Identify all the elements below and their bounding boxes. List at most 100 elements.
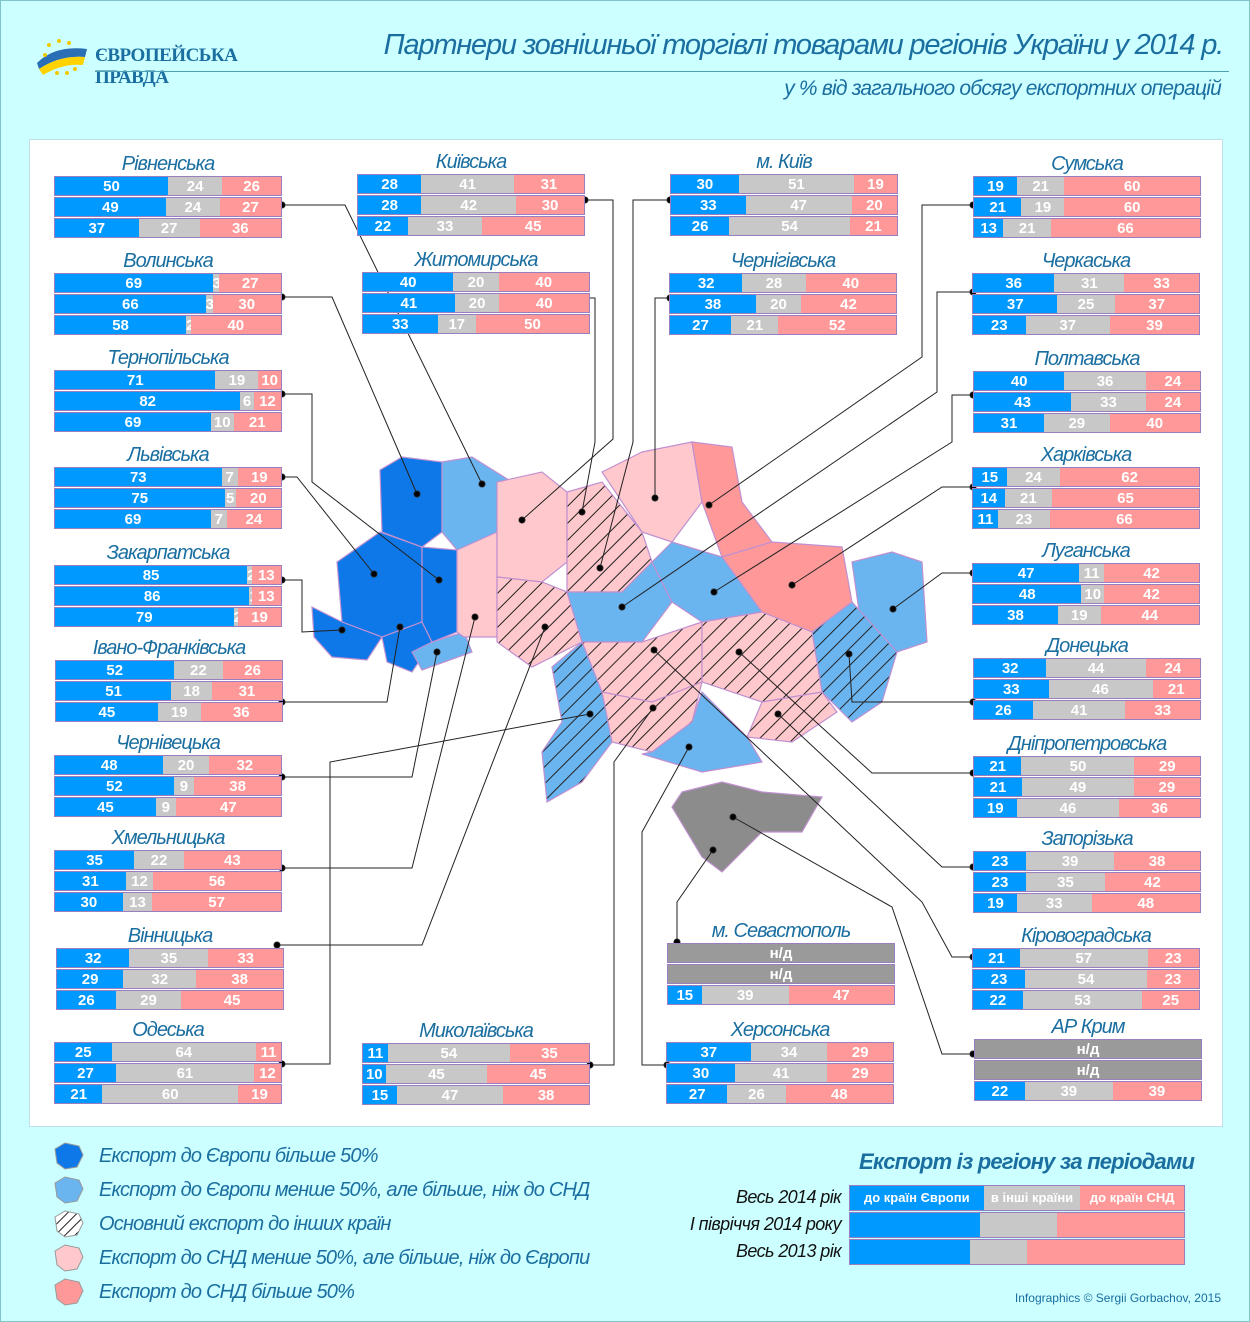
region-block: Херсонська 37 34 29 30 41 29 27 26 48 [666,1018,894,1105]
segment-europe: 26 [57,991,116,1009]
light-blue-region-icon [54,1176,84,1204]
segment-europe: 19 [974,894,1017,912]
segment-other: 19 [1058,606,1101,624]
segment-other: 33 [407,217,483,235]
segment-other: 39 [701,986,789,1004]
segment-europe: 22 [975,1082,1025,1100]
bar-row-2013: 69 7 24 [54,509,282,529]
segment-other: 54 [387,1044,510,1062]
leader-dot [518,516,526,524]
bar-row-h1-2014: 38 20 42 [669,294,897,314]
segment-other: 12 [125,872,154,890]
leader-line [654,297,670,498]
segment-other: 20 [163,756,209,774]
bar-row-h1-2014: 51 18 31 [55,681,283,701]
segment-other: 50 [1021,757,1135,775]
bar-row-h1-2014: 75 5 20 [54,488,282,508]
segment-cis: 21 [233,413,281,431]
dark-blue-region-icon [54,1142,84,1170]
segment-cis: 42 [1104,564,1199,582]
segment-cis: 35 [509,1044,589,1062]
bar-row-h1-2014: 37 25 37 [972,294,1200,314]
leader-dot [435,576,443,584]
region-name: АР Крим [1051,1016,1126,1038]
region-name: Волинська [123,250,214,272]
periods-key-bar [849,1212,1185,1238]
bar-row-2013: 15 39 47 [667,985,895,1005]
segment-europe: 19 [974,177,1017,195]
legend-label: Експорт до Європи більше 50% [99,1144,378,1167]
segment-europe: 14 [973,489,1005,507]
segment-other: 35 [129,949,209,967]
region-name: Луганська [1042,540,1131,562]
region-block: Хмельницька 35 22 43 31 12 56 30 13 57 [54,826,282,913]
segment-cis: 52 [778,316,896,334]
bar-row-h1-2014: 23 35 42 [973,872,1201,892]
segment-cis: 38 [1114,852,1200,870]
region-block: Миколаївська 11 54 35 10 45 45 15 47 38 [362,1019,590,1106]
segment-cis: 66 [1049,510,1199,528]
region-lvivska [336,531,423,638]
region-block: АР Крим н/д н/д 22 39 39 [974,1015,1202,1102]
segment-cis: 65 [1052,489,1199,507]
bar-row-h1-2014: 14 21 65 [972,488,1200,508]
page-title: Партнери зовнішньої торгівлі товарами ре… [383,29,1225,61]
leader-dot [650,646,658,654]
segment-other: 49 [1021,778,1134,796]
segment-cis: 25 [1142,991,1199,1009]
region-block: Кіровоградська 21 57 23 23 54 23 22 53 25 [972,924,1200,1011]
bar-row-2013: 11 23 66 [972,509,1200,529]
segment-other: 5 [224,489,236,507]
bar-row-h1-2014: 23 54 23 [972,969,1200,989]
segment-europe: 28 [358,196,422,214]
bar-row-h1-2014: н/д [667,964,895,984]
region-name: Закарпатська [106,542,231,564]
ukraine-map [273,196,977,1069]
segment-europe: 36 [973,274,1055,292]
header-divider [95,71,1229,72]
leader-dot [705,501,713,509]
segment-cis: 27 [219,198,281,216]
segment-other: 7 [221,468,238,486]
leader-line [791,486,973,586]
segment-cis: 36 [200,703,282,721]
leader-line [641,746,690,1066]
region-name: Сумська [1051,153,1124,175]
segment-other: 47 [396,1086,504,1104]
segment-cis: 31 [211,682,282,700]
segment-other: 6 [240,392,254,410]
region-block: Чернівецька 48 20 32 52 9 38 45 9 47 [54,731,282,818]
segment-other: 41 [421,175,514,193]
segment-cis: 20 [851,196,897,214]
segment-cis: 36 [199,219,281,237]
bar-row-2014: 19 21 60 [973,176,1201,196]
segment-europe: 50 [55,177,168,195]
segment-other: 41 [1032,701,1126,719]
bar-row-h1-2014: 27 61 12 [54,1063,282,1083]
segment-cis: 13 [251,587,281,605]
region-block: Рівненська 50 24 26 49 24 27 37 27 36 [54,152,282,239]
region-block: м. Київ 30 51 19 33 47 20 26 54 21 [670,150,898,237]
segment-europe: 82 [55,392,241,410]
segment-cis [1057,1213,1184,1237]
segment-europe: 49 [55,198,166,216]
region-zakarpatska [311,605,383,661]
segment-europe: 30 [671,175,739,193]
leader-dot [578,508,586,516]
segment-cis: 38 [194,777,281,795]
legend-label: Основний експорт до інших країн [99,1212,391,1235]
segment-other: 39 [1025,852,1115,870]
bar-row-2013: 22 53 25 [972,990,1200,1010]
segment-europe: 21 [974,778,1022,796]
segment-europe [850,1240,971,1264]
segment-other: 36 [1064,372,1146,390]
segment-europe: 21 [974,757,1022,775]
segment-other: 18 [171,682,212,700]
segment-cis: 32 [208,756,281,774]
segment-europe: 22 [973,991,1023,1009]
region-block: Харківська 15 24 62 14 21 65 11 23 66 [972,443,1200,530]
segment-europe: 41 [363,294,455,312]
segment-europe: 27 [667,1085,728,1103]
segment-europe: 40 [363,273,454,291]
logo[interactable]: ЄВРОПЕЙСЬКА ПРАВДА [35,37,295,88]
